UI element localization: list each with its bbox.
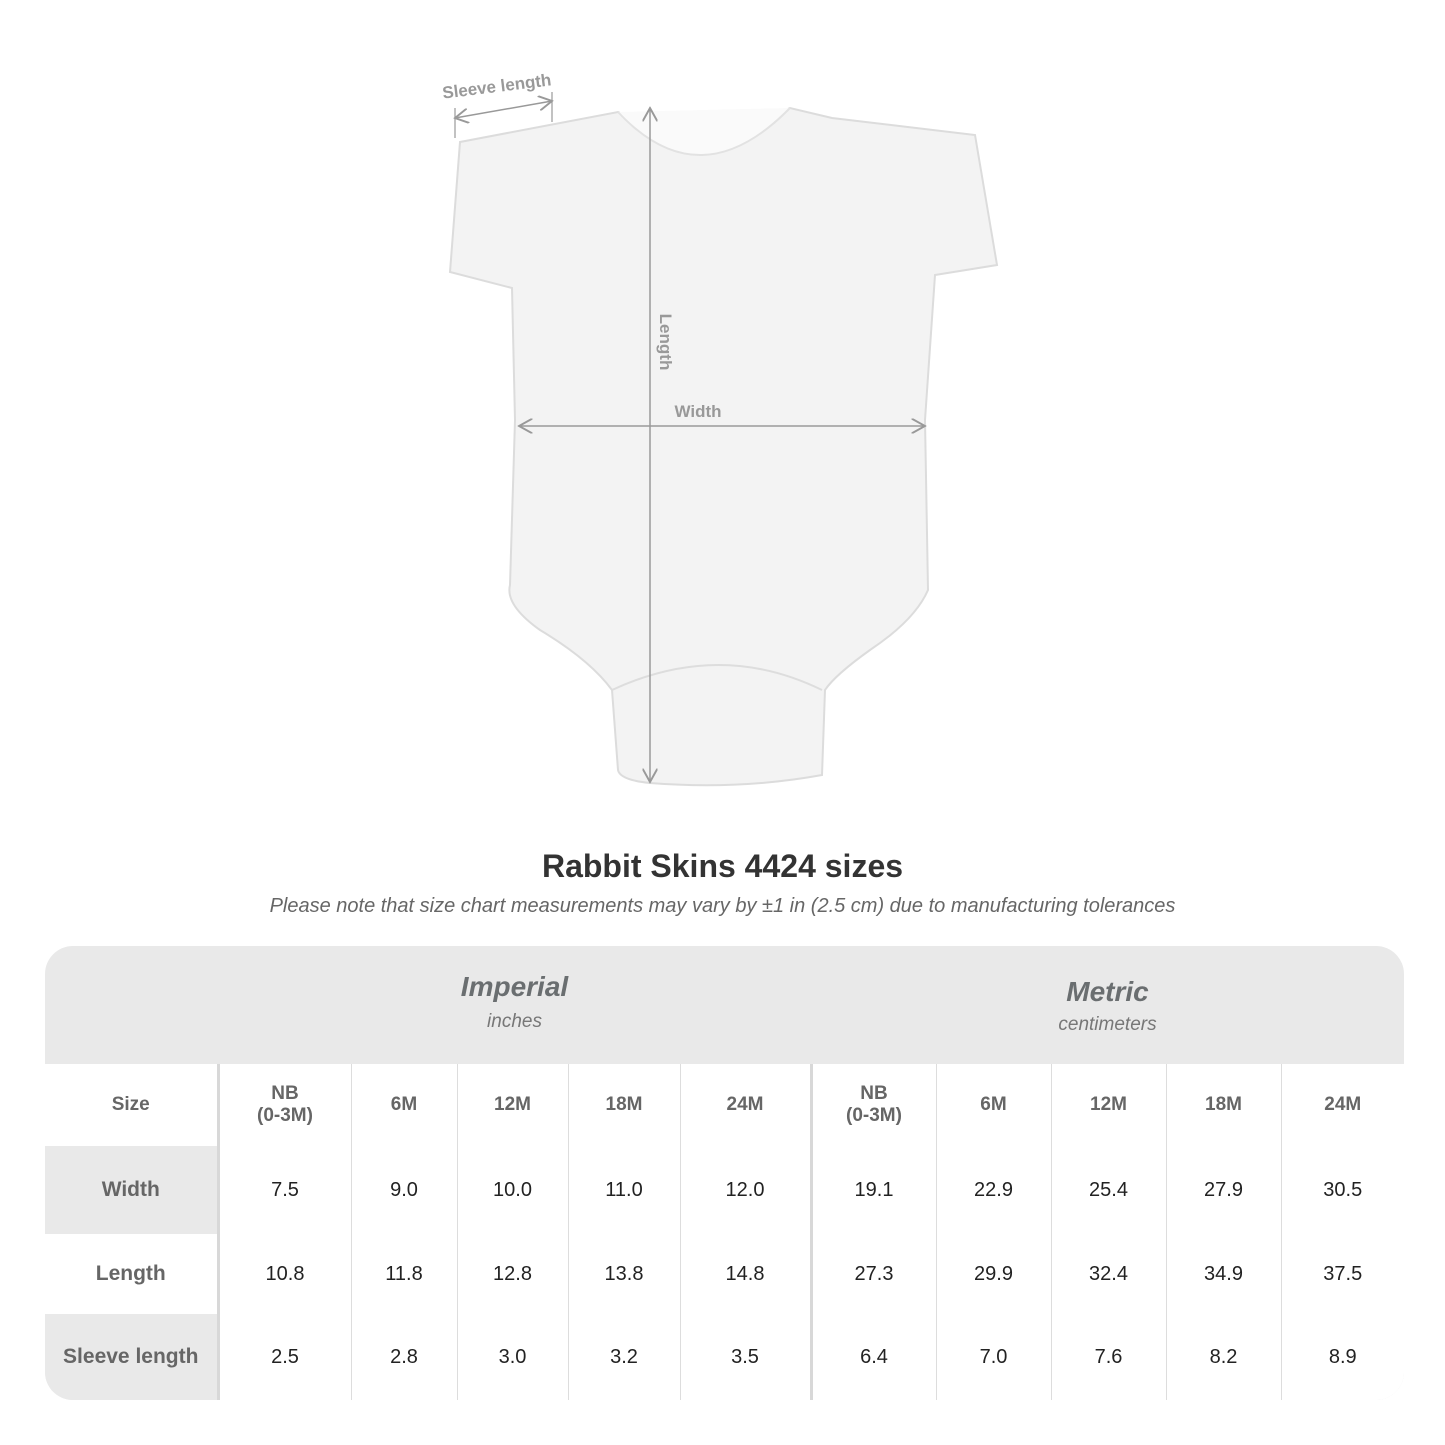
size-header-cell: NB (0-3M) <box>217 1064 351 1146</box>
value-cell: 32.4 <box>1050 1234 1166 1314</box>
imperial-header: Imperial inches <box>218 946 811 1064</box>
table-row: Sleeve length 2.5 2.8 3.0 3.2 3.5 6.4 7.0 7.6 8.2… <box>45 1314 1404 1400</box>
value-cell: 27.3 <box>809 1234 936 1314</box>
value-cell: 13.8 <box>567 1234 680 1314</box>
value-cell: 2.8 <box>350 1314 457 1400</box>
value-cell: 11.0 <box>567 1146 680 1234</box>
size-header-cell: 6M <box>935 1064 1051 1146</box>
row-label: Width <box>45 1146 220 1234</box>
value-cell: 8.2 <box>1165 1314 1281 1400</box>
imperial-unit: inches <box>487 1011 542 1032</box>
onesie-garment <box>448 106 999 787</box>
value-cell: 9.0 <box>350 1146 457 1234</box>
value-cell: 10.0 <box>456 1146 568 1234</box>
value-cell: 7.5 <box>217 1146 351 1234</box>
value-cell: 27.9 <box>1165 1146 1281 1234</box>
size-header-row: Size NB (0-3M) 6M 12M 18M 24M NB (0-3M) 6M 12M 18… <box>45 1064 1404 1146</box>
size-label: Size <box>45 1064 220 1146</box>
value-cell: 29.9 <box>935 1234 1051 1314</box>
sleeve-length-label: Sleeve length <box>441 70 552 102</box>
length-label: Length <box>656 314 675 371</box>
value-cell: 11.8 <box>350 1234 457 1314</box>
table-row: Length 10.8 11.8 12.8 13.8 14.8 27.3 29.9 32.4 34… <box>45 1234 1404 1314</box>
size-header-cell: 12M <box>1050 1064 1166 1146</box>
sleeve-measure-line <box>455 101 552 118</box>
size-header-cell: 18M <box>567 1064 680 1146</box>
metric-header: Metric centimeters <box>811 946 1404 1064</box>
chart-title: Rabbit Skins 4424 sizes <box>541 848 904 884</box>
size-header-cell: 12M <box>456 1064 568 1146</box>
metric-title: Metric <box>1066 976 1149 1007</box>
size-header-cell: 24M <box>1280 1064 1404 1146</box>
value-cell: 8.9 <box>1280 1314 1404 1400</box>
size-table-card: Imperial inches Metric centimeters Size N… <box>45 946 1404 1400</box>
table-row: Width 7.5 9.0 10.0 11.0 12.0 19.1 22.9 25.4 27.9 3… <box>45 1146 1404 1234</box>
value-cell: 37.5 <box>1280 1234 1404 1314</box>
size-header-cell: 18M <box>1165 1064 1281 1146</box>
value-cell: 14.8 <box>679 1234 811 1314</box>
value-cell: 3.0 <box>456 1314 568 1400</box>
value-cell: 7.6 <box>1050 1314 1166 1400</box>
value-cell: 30.5 <box>1280 1146 1404 1234</box>
value-cell: 2.5 <box>217 1314 351 1400</box>
row-label: Length <box>45 1234 220 1314</box>
value-cell: 12.0 <box>679 1146 811 1234</box>
size-header-cell: 6M <box>350 1064 457 1146</box>
value-cell: 34.9 <box>1165 1234 1281 1314</box>
size-table: Size NB (0-3M) 6M 12M 18M 24M NB (0-3M) 6M 12M 18… <box>45 1064 1404 1400</box>
value-cell: 10.8 <box>217 1234 351 1314</box>
row-label: Sleeve length <box>45 1314 220 1400</box>
value-cell: 3.2 <box>567 1314 680 1400</box>
value-cell: 12.8 <box>456 1234 568 1314</box>
value-cell: 7.0 <box>935 1314 1051 1400</box>
imperial-title: Imperial <box>460 971 569 1002</box>
tolerance-note: Please note that size chart measurements… <box>269 895 1176 917</box>
width-label: Width <box>674 402 721 421</box>
value-cell: 22.9 <box>935 1146 1051 1234</box>
value-cell: 6.4 <box>809 1314 936 1400</box>
size-header-cell: 24M <box>679 1064 811 1146</box>
onesie-diagram: Sleeve length Length Width <box>441 70 999 787</box>
value-cell: 3.5 <box>679 1314 811 1400</box>
value-cell: 19.1 <box>809 1146 936 1234</box>
size-header-cell: NB (0-3M) <box>809 1064 936 1146</box>
metric-unit: centimeters <box>1058 1014 1157 1035</box>
value-cell: 25.4 <box>1050 1146 1166 1234</box>
